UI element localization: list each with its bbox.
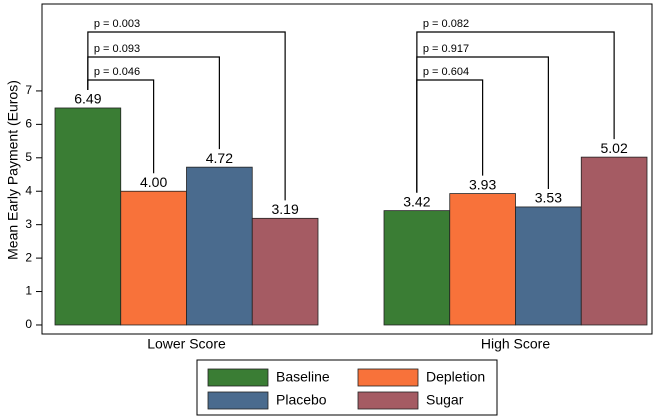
comparison-label: p = 0.003: [94, 18, 140, 30]
value-label: 3.42: [403, 193, 430, 209]
comparison-label: p = 0.604: [423, 66, 469, 78]
legend-label: Sugar: [426, 392, 464, 408]
value-label: 3.93: [469, 176, 496, 192]
legend-swatch: [357, 368, 419, 387]
value-label: 3.19: [272, 201, 299, 217]
comparison-bracket: [416, 31, 615, 193]
bar: [580, 156, 648, 326]
y-tick-label: 6: [25, 117, 32, 131]
legend-label: Placebo: [276, 392, 327, 408]
bar: [120, 190, 187, 326]
y-tick-label: 5: [25, 150, 32, 164]
legend-swatch: [357, 391, 419, 410]
x-tick-label: High Score: [481, 336, 550, 352]
plot-frame: [41, 3, 653, 335]
x-tick-label: Lower Score: [147, 336, 226, 352]
bar: [251, 217, 319, 326]
comparison-bracket: [87, 31, 286, 201]
comparison-label: p = 0.082: [423, 18, 469, 30]
legend-label: Baseline: [276, 369, 330, 385]
value-label: 4.00: [140, 174, 167, 190]
comparison-label: p = 0.046: [94, 66, 140, 78]
bar: [449, 193, 516, 326]
bar: [515, 206, 582, 326]
y-tick-label: 1: [25, 284, 32, 298]
y-tick-label: 2: [25, 250, 32, 264]
y-tick-label: 0: [25, 317, 32, 331]
y-axis-label: Mean Early Payment (Euros): [5, 80, 21, 260]
legend-label: Depletion: [426, 369, 485, 385]
value-label: 3.53: [535, 190, 562, 206]
legend-swatch: [207, 368, 269, 387]
comparison-label: p = 0.917: [423, 43, 469, 55]
comparison-label: p = 0.093: [94, 43, 140, 55]
y-tick-label: 7: [25, 83, 32, 97]
bar: [54, 107, 122, 326]
value-label: 4.72: [206, 150, 233, 166]
bar: [186, 166, 253, 326]
y-tick-label: 4: [25, 183, 32, 197]
value-label: 6.49: [74, 91, 101, 107]
bar: [383, 210, 451, 326]
legend-swatch: [207, 391, 269, 410]
legend-frame: [196, 359, 498, 416]
y-tick-label: 3: [25, 217, 32, 231]
value-label: 5.02: [601, 140, 628, 156]
